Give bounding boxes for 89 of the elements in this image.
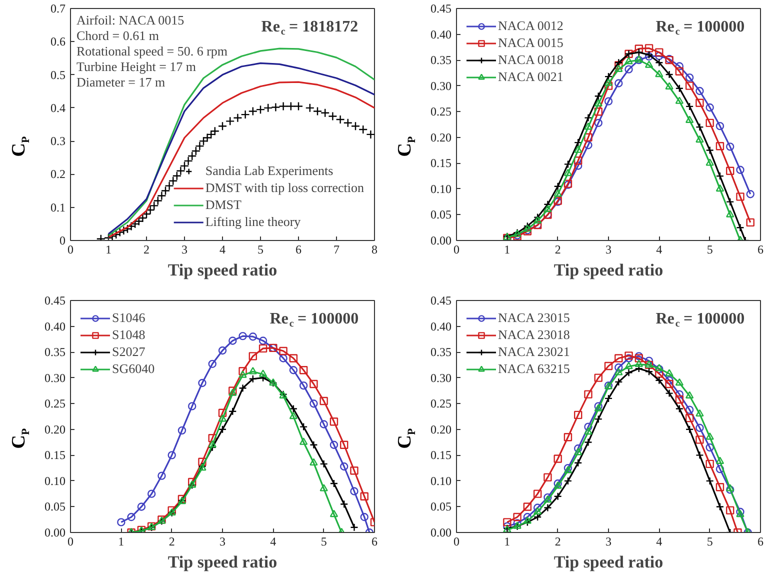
y-tick-label: 0.1 bbox=[50, 200, 66, 214]
y-tick-label: 0.15 bbox=[430, 448, 452, 462]
annotation: Rotational speed = 50. 6 rpm bbox=[76, 44, 228, 58]
legend-label: S1048 bbox=[112, 327, 146, 343]
x-tick-label: 3 bbox=[606, 242, 612, 256]
y-tick-label: 0.7 bbox=[50, 2, 66, 16]
x-tick-label: 4 bbox=[220, 242, 226, 256]
legend-label: Lifting line theory bbox=[205, 214, 301, 230]
y-tick-label: 0.45 bbox=[430, 2, 452, 16]
legend-label: NACA 23021 bbox=[498, 344, 570, 360]
legend-label: NACA 63215 bbox=[498, 361, 570, 377]
y-tick-label: 0.25 bbox=[430, 396, 452, 411]
x-tick-label: 1 bbox=[118, 534, 124, 548]
x-tick-label: 6 bbox=[296, 242, 302, 256]
y-tick-label: 0.35 bbox=[44, 345, 66, 360]
y-tick-label: 0.40 bbox=[430, 319, 452, 334]
y-tick-label: 0.10 bbox=[430, 182, 452, 196]
legend-label: NACA 0021 bbox=[498, 69, 564, 85]
y-tick-label: 0.5 bbox=[50, 68, 66, 82]
x-tick-label: 2 bbox=[168, 534, 175, 548]
x-tick-label: 1 bbox=[504, 534, 510, 548]
x-tick-label: 6 bbox=[758, 534, 764, 548]
legend-label: DMST bbox=[205, 197, 242, 213]
y-tick-label: 0.4 bbox=[50, 100, 66, 115]
y-tick-label: 0.45 bbox=[44, 294, 66, 308]
y-tick-label: 0.35 bbox=[430, 53, 452, 68]
y-tick-label: 0.35 bbox=[430, 345, 452, 360]
x-tick-label: 4 bbox=[270, 534, 276, 548]
x-tick-label: 3 bbox=[220, 534, 226, 548]
y-tick-label: 0.2 bbox=[50, 167, 66, 182]
y-tick-label: 0.00 bbox=[44, 526, 66, 540]
y-tick-label: 0.45 bbox=[430, 294, 452, 308]
x-tick-label: 6 bbox=[372, 534, 378, 548]
x-tick-label: 6 bbox=[758, 242, 764, 256]
y-tick-label: 0.6 bbox=[50, 34, 66, 49]
x-axis-title: Tip speed ratio bbox=[168, 552, 278, 572]
y-tick-label: 0.15 bbox=[430, 156, 452, 170]
x-tick-label: 3 bbox=[606, 534, 612, 548]
x-tick-label: 8 bbox=[372, 242, 378, 256]
x-tick-label: 2 bbox=[144, 242, 150, 256]
y-tick-label: 0.10 bbox=[44, 474, 66, 488]
annotation: Diameter = 17 m bbox=[76, 74, 166, 90]
x-tick-label: 1 bbox=[106, 242, 112, 256]
annotation: Chord = 0.61 m bbox=[76, 28, 159, 43]
legend-label: NACA 23015 bbox=[498, 310, 570, 326]
y-tick-label: 0.00 bbox=[430, 234, 452, 248]
y-tick-label: 0.3 bbox=[50, 134, 66, 148]
x-tick-label: 4 bbox=[656, 242, 662, 256]
legend-label: NACA 0012 bbox=[498, 18, 564, 34]
x-tick-label: 5 bbox=[706, 242, 713, 256]
x-tick-label: 3 bbox=[182, 242, 188, 256]
y-tick-label: 0.05 bbox=[430, 500, 452, 514]
y-tick-label: 0.30 bbox=[430, 78, 452, 93]
legend-label: S1046 bbox=[112, 310, 146, 326]
y-tick-label: 0.20 bbox=[430, 422, 452, 436]
y-tick-label: 0.05 bbox=[44, 500, 66, 514]
annotation: Turbine Height = 17 m bbox=[76, 59, 196, 74]
legend-label: Sandia Lab Experiments bbox=[205, 163, 334, 179]
x-axis-title: Tip speed ratio bbox=[554, 260, 664, 280]
x-tick-label: 5 bbox=[258, 242, 264, 256]
y-tick-label: 0.20 bbox=[430, 130, 452, 144]
legend-label: NACA 0015 bbox=[498, 35, 564, 51]
y-tick-label: 0.25 bbox=[430, 104, 452, 119]
x-tick-label: 5 bbox=[706, 534, 713, 548]
x-tick-label: 1 bbox=[504, 242, 510, 256]
y-tick-label: 0.15 bbox=[44, 448, 66, 462]
x-tick-label: 2 bbox=[554, 534, 561, 548]
y-tick-label: 0.30 bbox=[44, 370, 66, 385]
y-tick-label: 0.00 bbox=[430, 526, 452, 540]
x-tick-label: 5 bbox=[320, 534, 327, 548]
y-tick-label: 0.20 bbox=[44, 422, 66, 436]
y-tick-label: 0.05 bbox=[430, 208, 452, 222]
y-tick-label: 0 bbox=[60, 234, 66, 248]
x-tick-label: 4 bbox=[656, 534, 662, 548]
annotation: Airfoil: NACA 0015 bbox=[76, 12, 184, 28]
x-axis-title: Tip speed ratio bbox=[168, 260, 278, 280]
x-tick-label: 7 bbox=[334, 242, 340, 256]
x-axis-title: Tip speed ratio bbox=[554, 552, 664, 572]
y-tick-label: 0.25 bbox=[44, 396, 66, 411]
y-tick-label: 0.40 bbox=[44, 319, 66, 334]
legend-label: NACA 0018 bbox=[498, 52, 564, 68]
legend-label: DMST with tip loss correction bbox=[205, 180, 364, 196]
x-tick-label: 2 bbox=[554, 242, 561, 256]
legend-label: NACA 23018 bbox=[498, 327, 570, 343]
y-tick-label: 0.40 bbox=[430, 27, 452, 42]
legend-label: SG6040 bbox=[112, 361, 155, 377]
legend-label: S2027 bbox=[112, 344, 146, 360]
y-tick-label: 0.30 bbox=[430, 370, 452, 385]
y-tick-label: 0.10 bbox=[430, 474, 452, 488]
